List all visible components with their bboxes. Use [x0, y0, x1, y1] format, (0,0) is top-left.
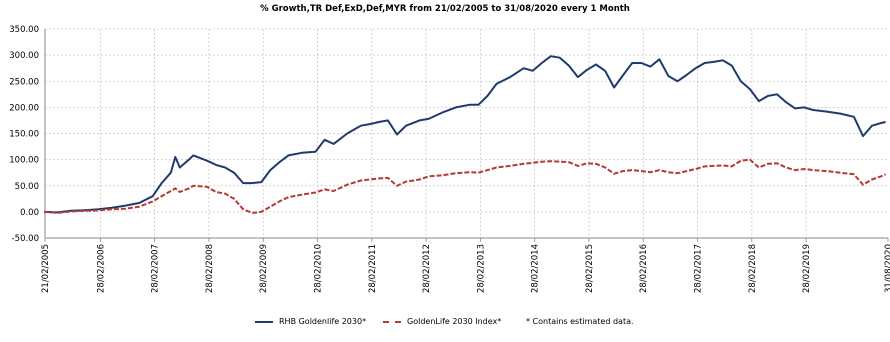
series-lines: [44, 55, 887, 214]
x-tick-label: 28/02/2011: [368, 244, 378, 293]
legend-label-rhb: RHB Goldenlife 2030*: [279, 317, 367, 326]
y-tick-label: 200.00: [9, 103, 39, 113]
axes: [44, 29, 889, 242]
legend-swatch-rhb: [255, 320, 273, 323]
series-line-index: [44, 158, 887, 214]
y-tick-label: 250.00: [9, 77, 39, 87]
x-tick-labels: 21/02/2005 28/02/2006 28/02/2007 28/02/2008…: [41, 244, 890, 293]
x-tick-label: 28/02/2010: [314, 244, 324, 293]
y-tick-label: 50.00: [15, 182, 39, 192]
x-tick-label: 28/02/2008: [205, 244, 215, 293]
chart-title: % Growth,TR Def,ExD,Def,MYR from 21/02/2…: [260, 4, 630, 14]
x-tick-label: 28/02/2006: [96, 244, 106, 293]
legend: RHB Goldenlife 2030* GoldenLife 2030 Ind…: [0, 317, 890, 331]
x-tick-label: 28/02/2009: [259, 244, 269, 293]
y-tick-label: 150.00: [9, 130, 39, 140]
x-tick-label: 28/02/2019: [802, 244, 812, 293]
x-tick-label: 28/02/2012: [422, 244, 432, 293]
y-tick-label: 350.00: [9, 25, 39, 35]
legend-swatch-index: [383, 320, 401, 323]
y-tick-label: 100.00: [9, 156, 39, 166]
x-tick-label: 28/02/2017: [694, 244, 704, 293]
x-tick-label: 28/02/2013: [476, 244, 486, 293]
x-tick-label: 31/08/2020: [884, 244, 890, 293]
x-tick-label: 21/02/2005: [41, 244, 51, 293]
legend-label-index: GoldenLife 2030 Index*: [407, 317, 502, 326]
y-tick-label: -50.00: [12, 234, 39, 244]
legend-item-rhb: RHB Goldenlife 2030*: [255, 317, 366, 326]
x-tick-label: 28/02/2014: [531, 244, 541, 293]
x-tick-label: 28/02/2016: [639, 244, 649, 293]
x-tick-label: 28/02/2015: [585, 244, 595, 293]
legend-note: * Contains estimated data.: [526, 317, 634, 326]
series-line-rhb: [44, 55, 886, 214]
grid-lines: [45, 28, 888, 239]
y-tick-label: 300.00: [9, 51, 39, 61]
x-tick-label: 28/02/2007: [151, 244, 161, 293]
y-tick-labels: -50.00 0.00 50.00 100.00 150.00 200.00 250.00 3…: [9, 25, 39, 244]
legend-item-index: GoldenLife 2030 Index*: [383, 317, 501, 326]
y-tick-label: 0.00: [20, 208, 39, 218]
x-tick-label: 28/02/2018: [748, 244, 758, 293]
